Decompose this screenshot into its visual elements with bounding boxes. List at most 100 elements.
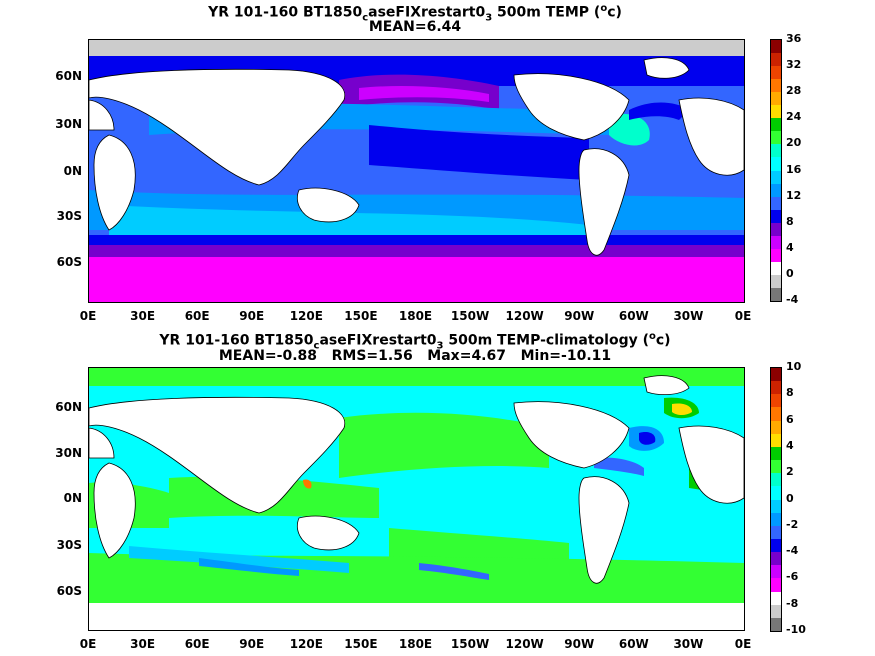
- colorbar-segment: [771, 235, 781, 250]
- panel1-lon-label: 60W: [618, 309, 649, 323]
- panel2-lon-label: 60E: [184, 637, 210, 651]
- panel1-lon-label: 90E: [239, 309, 265, 323]
- colorbar-segment: [771, 248, 781, 263]
- panel2-lon-label: 120W: [505, 637, 544, 651]
- panel2-lon-label: 30E: [130, 637, 156, 651]
- colorbar-segment: [771, 368, 781, 382]
- panel1-lat-0n: 0N: [63, 164, 82, 178]
- panel2-lon-label: 90E: [239, 637, 265, 651]
- colorbar-segment: [771, 617, 781, 632]
- colorbar-segment: [771, 604, 781, 619]
- panel2-lat-30n: 30N: [55, 446, 82, 460]
- colorbar-segment: [771, 525, 781, 540]
- colorbar-segment: [771, 183, 781, 198]
- colorbar-segment: [771, 538, 781, 553]
- panel2-lat-60s: 60S: [56, 584, 82, 598]
- panel1-lat-30s: 30S: [56, 209, 82, 223]
- panel2-title-prefix: YR 101-160 BT1850: [159, 332, 314, 349]
- colorbar-segment: [771, 105, 781, 119]
- panel2-lat-30s: 30S: [56, 538, 82, 552]
- panel1-map: [88, 39, 745, 303]
- colorbar-segment: [771, 591, 781, 606]
- panel1-lon-label: 90W: [564, 309, 595, 323]
- colorbar-label: 4: [786, 240, 794, 254]
- colorbar-segment: [771, 381, 781, 395]
- panel1-colorbar: [770, 39, 782, 302]
- panel1-title-sub2: 3: [485, 12, 493, 24]
- panel1-lon-label: 120W: [505, 309, 544, 323]
- panel1-title-suffix: 500m TEMP (: [492, 4, 601, 21]
- panel1-lon-label: 150E: [344, 309, 378, 323]
- colorbar-segment: [771, 446, 781, 461]
- colorbar-label: -4: [786, 293, 799, 306]
- colorbar-label: -6: [786, 570, 799, 584]
- panel1-lon-label: 30E: [130, 309, 156, 323]
- colorbar-segment: [771, 157, 781, 171]
- panel1-title-sup: o: [600, 3, 608, 14]
- colorbar-segment: [771, 66, 781, 80]
- colorbar-segment: [771, 53, 781, 67]
- panel2-lon-label: 0E: [79, 637, 97, 651]
- panel1-lat-30n: 30N: [55, 117, 82, 131]
- panel2-title-suffix: 500m TEMP-climatology (: [443, 332, 649, 349]
- colorbar-label: -10: [786, 623, 806, 636]
- panel2-title-sub2: 3: [436, 340, 444, 352]
- colorbar-segment: [771, 420, 781, 435]
- colorbar-segment: [771, 118, 781, 132]
- panel2-lat-0n: 0N: [63, 491, 82, 505]
- panel2-colorbar: [770, 367, 782, 632]
- colorbar-label: 32: [786, 58, 802, 72]
- colorbar-label: -8: [786, 596, 799, 610]
- panel2-map: [88, 367, 745, 631]
- colorbar-label: 0: [786, 491, 794, 505]
- panel1-title: YR 101-160 BT1850caseFIXrestart03 500m T…: [0, 0, 830, 26]
- colorbar-segment: [771, 261, 781, 276]
- colorbar-label: 4: [786, 438, 794, 452]
- panel1-lon-label: 150W: [450, 309, 490, 323]
- colorbar-segment: [771, 274, 781, 289]
- colorbar-label: 24: [786, 110, 802, 124]
- colorbar-segment: [771, 40, 781, 54]
- panel2-lon-label: 180E: [398, 637, 433, 651]
- colorbar-segment: [771, 433, 781, 448]
- panel1-lon-label: 60E: [184, 309, 210, 323]
- colorbar-label: -4: [786, 544, 799, 558]
- colorbar-segment: [771, 170, 781, 185]
- colorbar-segment: [771, 565, 781, 579]
- panel1-lon-label: 120E: [289, 309, 323, 323]
- colorbar-label: 20: [786, 136, 802, 150]
- panel1-lon-label: 180E: [398, 309, 433, 323]
- panel2-title-sub1: c: [313, 340, 320, 352]
- colorbar-segment: [771, 460, 781, 474]
- panel2-lon-label: 90W: [564, 637, 595, 651]
- colorbar-label: 2: [786, 465, 794, 479]
- panel2-lon-label: 60W: [618, 637, 649, 651]
- colorbar-segment: [771, 512, 781, 527]
- panel1-title-sub1: c: [362, 12, 369, 24]
- panel2-lon-label: 150W: [450, 637, 490, 651]
- colorbar-segment: [771, 486, 781, 500]
- panel2-lon-label: 0E: [734, 637, 752, 651]
- panel2-lon-label: 120E: [289, 637, 323, 651]
- colorbar-segment: [771, 394, 781, 408]
- panel2-title-mid: aseFIXrestart0: [319, 332, 437, 349]
- colorbar-segment: [771, 473, 781, 487]
- panel1-lon-label: 0E: [79, 309, 97, 323]
- colorbar-label: 0: [786, 266, 794, 280]
- colorbar-segment: [771, 287, 781, 302]
- colorbar-label: 8: [786, 386, 794, 400]
- colorbar-segment: [771, 552, 781, 566]
- panel2-title: YR 101-160 BT1850caseFIXrestart03 500m T…: [0, 328, 830, 354]
- colorbar-label: 28: [786, 84, 802, 98]
- panel1-lon-label: 0E: [734, 309, 752, 323]
- panel2-lon-label: 150E: [344, 637, 378, 651]
- panel1-lat-60s: 60S: [56, 255, 82, 269]
- colorbar-label: 12: [786, 188, 802, 202]
- colorbar-segment: [771, 92, 781, 106]
- panel1-title-mid: aseFIXrestart0: [368, 4, 486, 21]
- colorbar-segment: [771, 144, 781, 158]
- colorbar-segment: [771, 209, 781, 224]
- panel1-stats: MEAN=6.44: [368, 19, 462, 35]
- colorbar-label: 6: [786, 412, 794, 426]
- colorbar-segment: [771, 407, 781, 422]
